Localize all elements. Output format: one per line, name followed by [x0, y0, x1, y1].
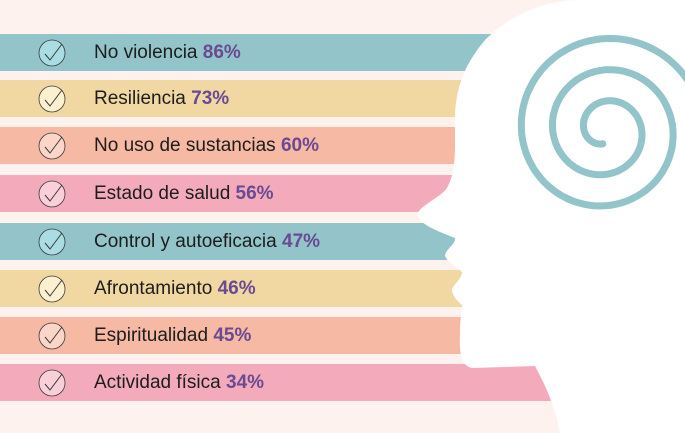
spiral-icon: [517, 34, 685, 210]
item-label: Estado de salud 56%: [94, 175, 274, 212]
check-circle-icon: [37, 179, 67, 209]
item-name: Resiliencia: [94, 88, 186, 109]
item-label: Afrontamiento 46%: [94, 270, 256, 307]
item-percent: 56%: [235, 183, 274, 204]
item-name: Espiritualidad: [94, 325, 209, 346]
check-circle-icon: [37, 274, 67, 304]
item-percent: 46%: [217, 278, 256, 299]
item-percent: 60%: [280, 135, 319, 156]
item-name: No uso de sustancias: [94, 135, 276, 156]
item-percent: 34%: [226, 372, 265, 393]
check-circle-icon: [37, 321, 67, 351]
item-label: Actividad física 34%: [94, 364, 264, 401]
item-name: Estado de salud: [94, 183, 231, 204]
item-name: No violencia: [94, 42, 198, 63]
check-circle-icon: [37, 38, 67, 68]
item-name: Actividad física: [94, 372, 221, 393]
head-shape: [417, 0, 685, 433]
item-percent: 47%: [282, 231, 321, 252]
check-circle-icon: [37, 227, 67, 257]
bar-7: [0, 364, 600, 401]
item-name: Control y autoeficacia: [94, 231, 277, 252]
item-percent: 86%: [202, 42, 241, 63]
check-circle-icon: [37, 84, 67, 114]
check-circle-icon: [37, 131, 67, 161]
check-circle-icon: [37, 368, 67, 398]
item-label: Control y autoeficacia 47%: [94, 223, 320, 260]
item-name: Afrontamiento: [94, 278, 213, 299]
item-label: Espiritualidad 45%: [94, 317, 251, 354]
item-percent: 73%: [191, 88, 230, 109]
item-label: No uso de sustancias 60%: [94, 127, 319, 164]
item-label: No violencia 86%: [94, 34, 241, 71]
item-label: Resiliencia 73%: [94, 80, 229, 117]
item-percent: 45%: [213, 325, 252, 346]
